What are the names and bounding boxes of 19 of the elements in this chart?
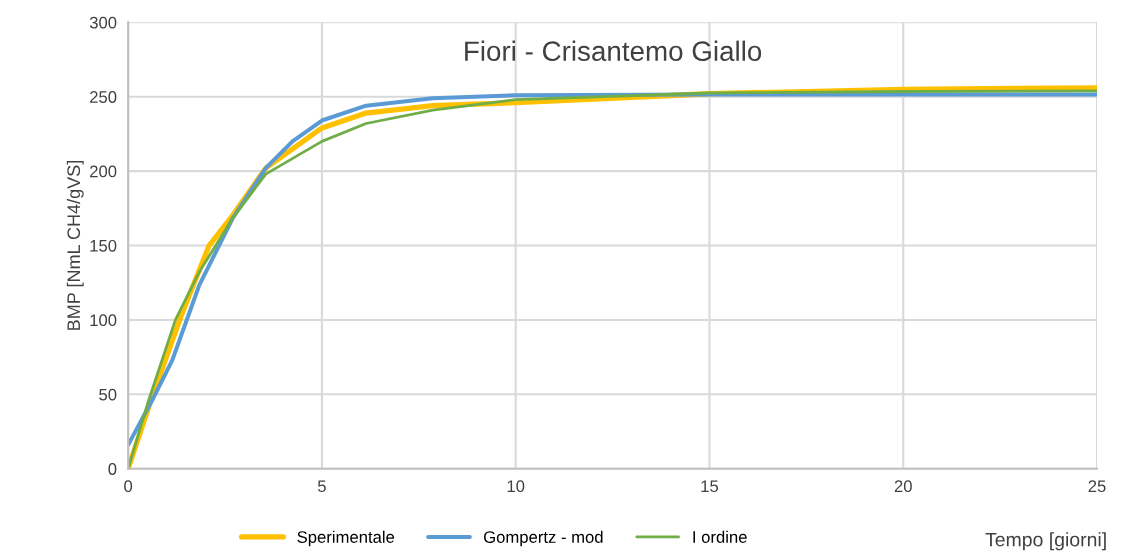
- legend-label: Gompertz - mod: [484, 530, 603, 547]
- text: Fiori - Crisantemo Giallo: [465, 40, 762, 62]
- x-tick-label: 0: [124, 480, 133, 493]
- y-tick-label: 0: [108, 463, 117, 475]
- legend-label: Sperimentale: [297, 530, 395, 547]
- y-tick-label: 200: [90, 165, 117, 178]
- y-tick-label: 100: [90, 314, 117, 327]
- x-tick-label: 10: [507, 480, 525, 493]
- x-tick-label: 5: [317, 480, 326, 493]
- y-tick-label: 150: [90, 239, 117, 252]
- y-tick-label: 50: [99, 388, 117, 401]
- x-tick-label: 25: [1088, 480, 1106, 493]
- y-tick-label: 300: [89, 16, 117, 29]
- x-tick-label: 15: [701, 480, 719, 493]
- legend-label: I ordine: [693, 530, 747, 543]
- y-tick-label: 250: [90, 91, 117, 103]
- x-axis-title: Tempo [giorni]: [985, 532, 1106, 551]
- x-tick-label: 20: [894, 480, 912, 493]
- y-axis-title: BMP [NmL CH4/gVS]: [66, 161, 84, 330]
